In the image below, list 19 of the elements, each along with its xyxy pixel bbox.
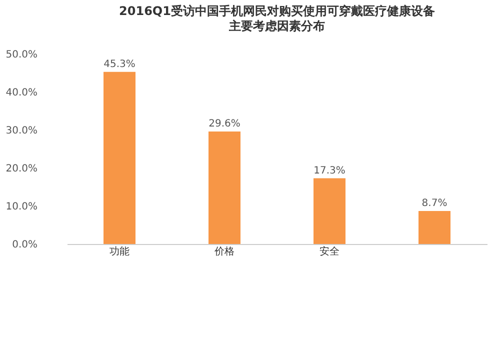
data-label: 45.3% (104, 58, 136, 70)
y-tick-label: 0.0% (12, 240, 38, 250)
bar (104, 72, 136, 244)
bar (314, 178, 346, 244)
y-tick-label: 50.0% (6, 50, 38, 60)
y-tick-label: 40.0% (6, 88, 38, 98)
x-tick-label: 安全 (320, 246, 340, 258)
chart-subtitle: 主要考虑因素分布 (228, 19, 325, 33)
bar (208, 132, 240, 244)
y-tick-label: 10.0% (6, 202, 38, 212)
x-tick-label: 功能 (110, 246, 130, 258)
data-label: 29.6% (208, 118, 240, 130)
x-tick-label: 价格 (214, 246, 234, 258)
data-label: 8.7% (422, 198, 448, 209)
y-tick-label: 20.0% (6, 164, 38, 174)
data-label: 17.3% (314, 165, 346, 176)
y-tick-label: 30.0% (6, 126, 38, 136)
bar (418, 210, 450, 244)
chart-title: 2016Q1受访中国手机网民对购买使用可穿戴医疗健康设备 (119, 4, 435, 18)
